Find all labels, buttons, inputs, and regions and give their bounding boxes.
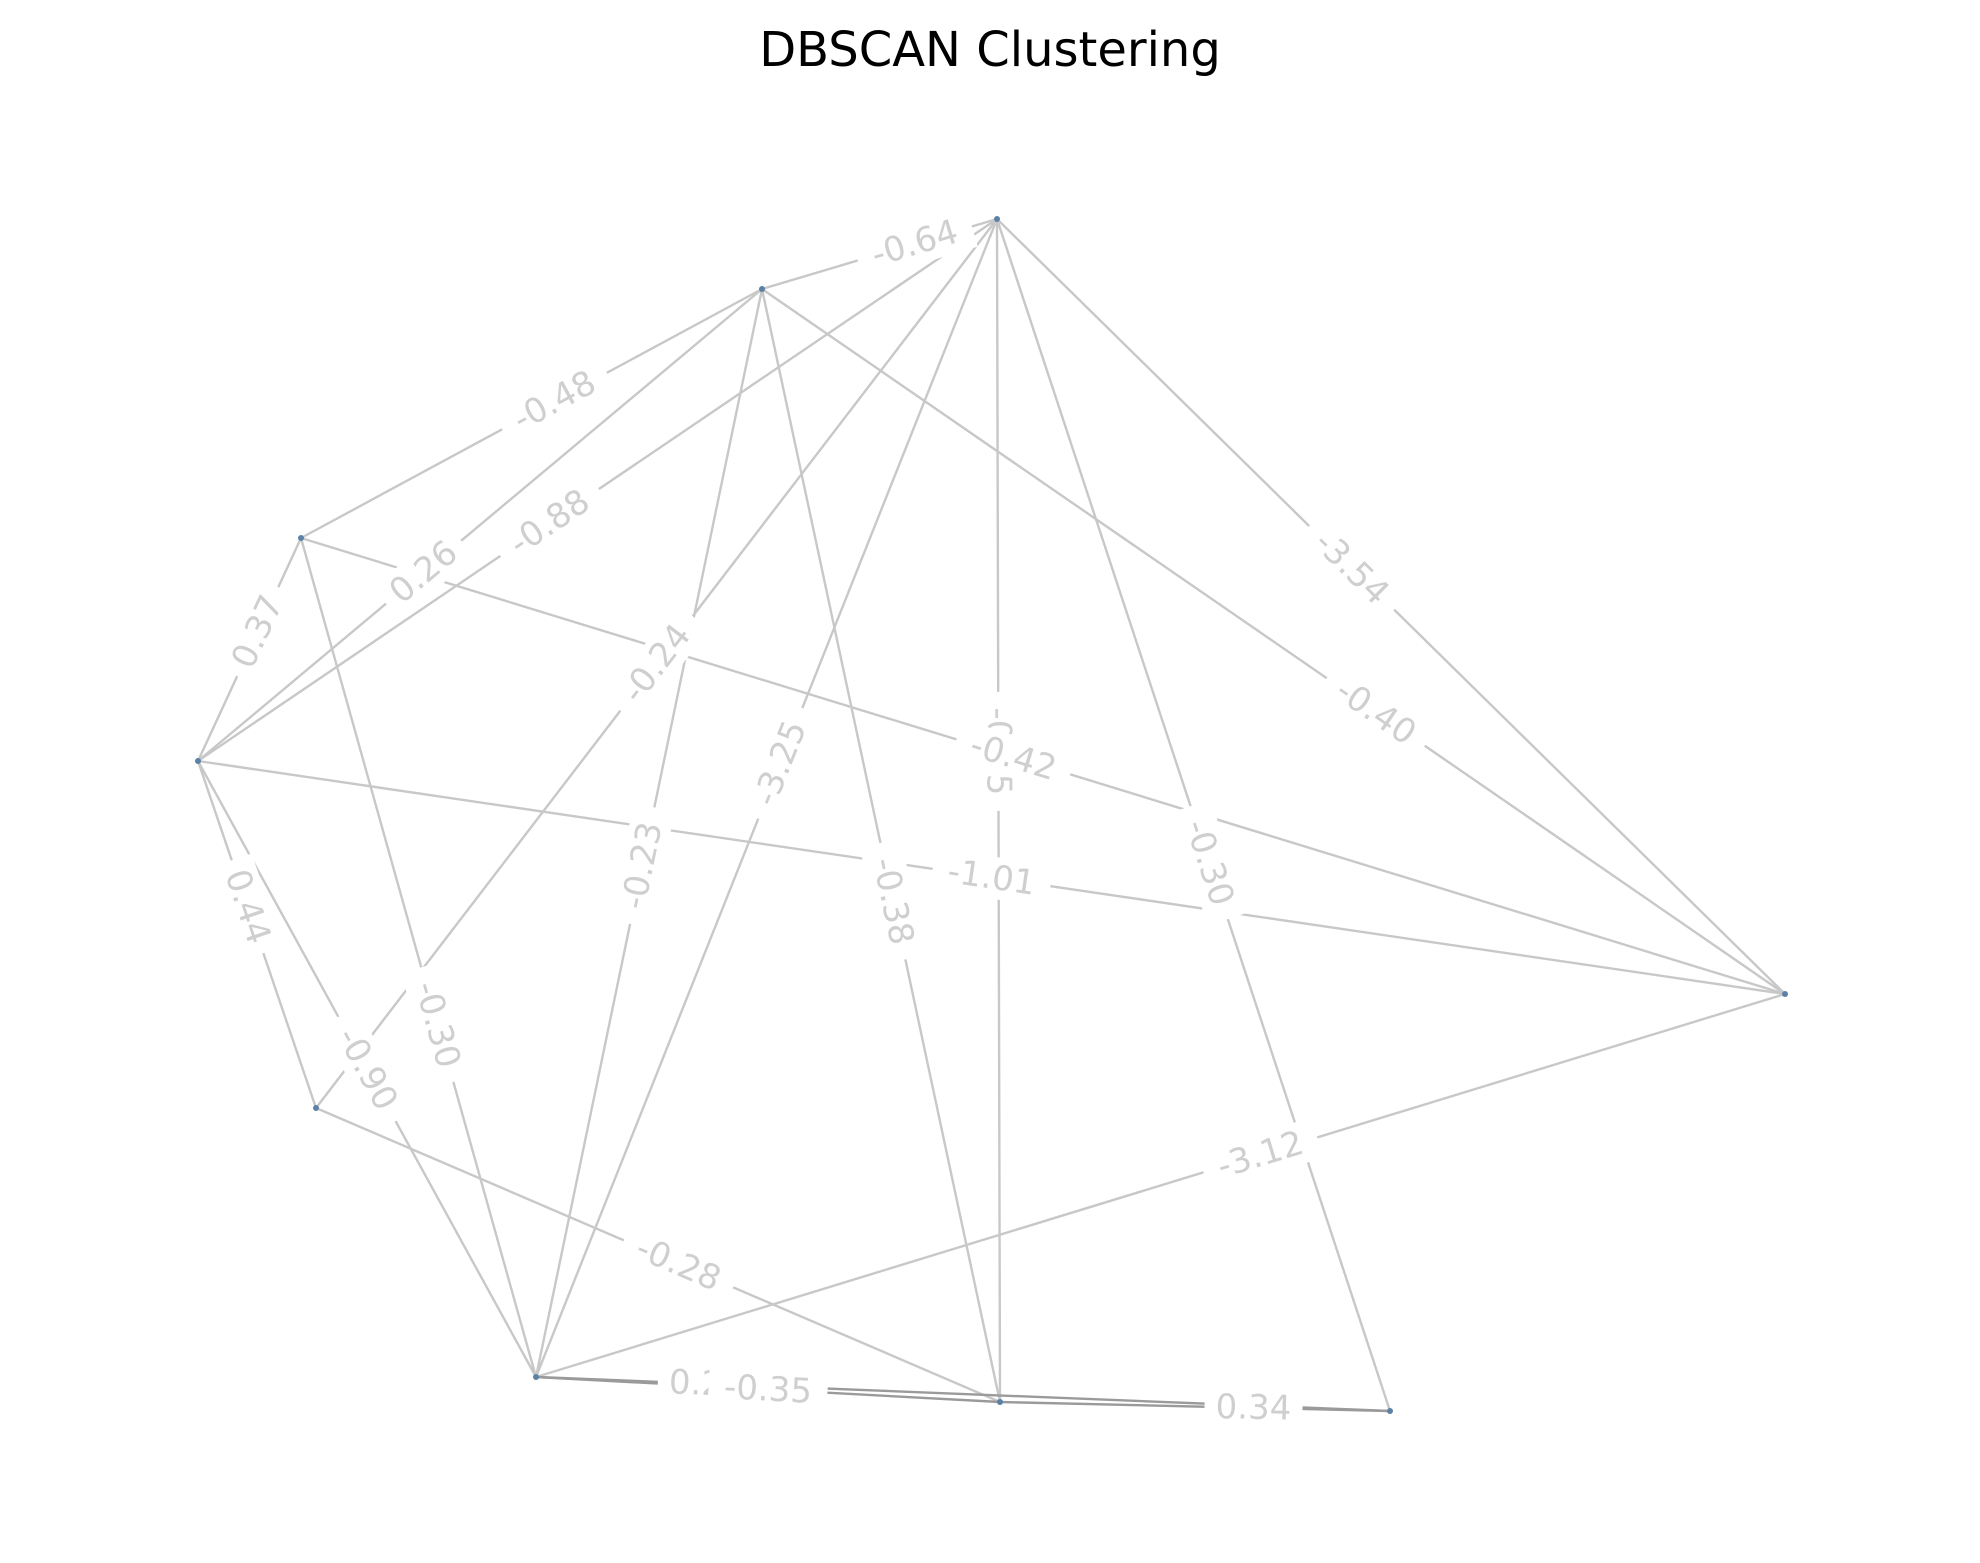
edge-label-background (1170, 799, 1248, 926)
graph-node (533, 1374, 539, 1380)
graph-node (298, 535, 304, 541)
graph-node (994, 216, 1000, 222)
graph-node (759, 286, 765, 292)
graph-node (195, 758, 201, 764)
edge-label-background (488, 471, 611, 574)
edge-label-background (609, 803, 675, 929)
edge-label-background (1314, 660, 1437, 764)
edge-label-background (401, 961, 474, 1088)
edge-label-background (859, 838, 926, 964)
edge-label-background (603, 603, 710, 724)
edge-g-h (998, 1400, 1392, 1413)
edge-label-group: -0.35 (707, 1365, 829, 1414)
edge-label-group: 0.37 (218, 578, 298, 685)
chart-title: DBSCAN Clustering (759, 22, 1221, 78)
edge-label-background (492, 354, 617, 448)
edge-label-background (1294, 511, 1409, 625)
graph-node (313, 1105, 319, 1111)
edge-label-background (707, 1365, 829, 1414)
edge-label-background (319, 1006, 415, 1132)
edge-label-group: 0.34 (1204, 1385, 1303, 1430)
edge-weight-label: -0.35 (723, 1367, 813, 1412)
edge-b-i (760, 287, 1787, 996)
edge-f-i (534, 992, 1787, 1379)
edge-label-background (372, 524, 475, 620)
edge-weight-label: 0.34 (1215, 1387, 1292, 1429)
edge-label-background (851, 206, 978, 281)
nodes-layer (195, 216, 1788, 1414)
edge-label-background (929, 848, 1054, 907)
edge-label-background (1204, 1385, 1303, 1430)
edge-label-background (211, 853, 284, 960)
edge-label-background (738, 700, 822, 827)
edge-d-b (196, 287, 764, 763)
edge-label-background (950, 719, 1077, 795)
edge-label-background (1197, 1117, 1324, 1193)
graph-node (997, 1399, 1003, 1405)
edge-label-background (615, 1220, 742, 1307)
edge-c-f (299, 536, 538, 1379)
graph-node (1782, 991, 1788, 997)
edge-label-background (218, 578, 298, 685)
graph-node (1387, 1408, 1393, 1414)
